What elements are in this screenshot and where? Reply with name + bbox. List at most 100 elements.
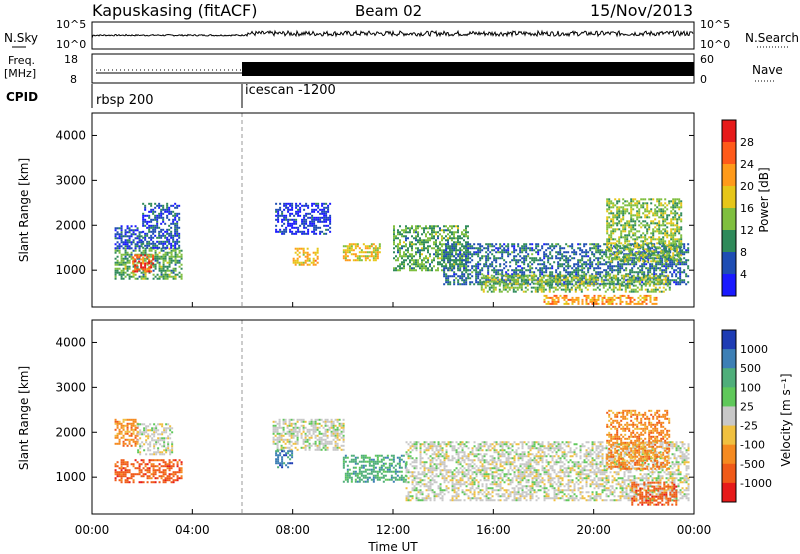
range-cell — [409, 265, 411, 268]
range-cell — [668, 280, 671, 283]
range-cell — [604, 276, 607, 279]
range-cell — [313, 222, 316, 225]
range-cell — [618, 240, 621, 243]
range-cell — [457, 237, 459, 240]
range-cell — [665, 245, 668, 248]
range-cell — [653, 257, 656, 260]
range-cell — [647, 271, 650, 274]
range-cell — [143, 449, 146, 452]
range-cell — [665, 275, 668, 278]
range-cell — [146, 256, 149, 259]
range-cell — [612, 202, 615, 205]
range-cell — [145, 425, 148, 428]
range-cell — [126, 259, 129, 262]
range-cell — [437, 261, 439, 264]
range-cell — [618, 222, 621, 225]
range-cell — [647, 277, 650, 280]
range-cell — [565, 261, 568, 264]
range-cell — [161, 453, 164, 456]
range-cell — [662, 236, 665, 239]
range-cell — [630, 224, 633, 227]
range-cell — [158, 459, 161, 462]
range-cell — [455, 257, 458, 260]
range-cell — [571, 245, 574, 248]
range-cell — [140, 262, 143, 265]
range-cell — [647, 259, 650, 262]
range-cell — [626, 282, 629, 285]
range-cell — [160, 477, 163, 480]
range-cell — [447, 253, 450, 256]
range-cell — [563, 298, 566, 301]
range-cell — [162, 265, 165, 268]
range-cell — [395, 259, 397, 262]
range-cell — [591, 247, 594, 250]
range-cell — [368, 255, 371, 258]
range-cell — [626, 204, 629, 207]
range-cell — [616, 222, 619, 225]
range-cell — [370, 243, 373, 246]
range-cell — [421, 261, 423, 264]
range-cell — [617, 263, 620, 266]
range-cell — [656, 224, 659, 227]
range-cell — [674, 234, 677, 237]
range-cell — [306, 255, 309, 258]
range-cell — [623, 263, 626, 266]
range-cell — [636, 246, 639, 249]
range-cell — [622, 212, 625, 215]
range-cell — [138, 241, 141, 244]
range-cell — [652, 254, 655, 257]
range-cell — [654, 250, 657, 253]
range-cell — [541, 263, 544, 266]
range-cell — [555, 271, 558, 274]
range-cell — [280, 438, 283, 441]
range-cell — [447, 239, 449, 242]
range-cell — [657, 275, 660, 278]
range-cell — [620, 236, 623, 239]
range-cell — [633, 281, 636, 284]
range-cell — [642, 236, 645, 239]
range-cell — [138, 471, 141, 474]
range-cell — [678, 218, 681, 221]
range-cell — [130, 233, 133, 236]
range-cell — [639, 294, 642, 297]
range-cell — [523, 247, 526, 250]
range-cell — [429, 245, 431, 248]
range-cell — [134, 247, 137, 250]
range-cell — [495, 271, 498, 274]
range-cell — [427, 251, 429, 254]
range-cell — [134, 436, 137, 439]
range-cell — [610, 218, 613, 221]
range-cell — [537, 263, 540, 266]
range-cell — [672, 252, 675, 255]
range-cell — [608, 234, 611, 237]
range-cell — [118, 235, 121, 238]
range-cell — [467, 245, 469, 248]
range-cell — [158, 481, 161, 484]
range-cell — [566, 284, 569, 287]
range-cell — [576, 278, 579, 281]
range-cell — [164, 208, 167, 211]
range-cell — [557, 263, 560, 266]
range-cell — [120, 225, 123, 228]
range-cell — [477, 251, 480, 254]
range-cell — [661, 249, 664, 252]
range-cell — [142, 271, 145, 274]
range-cell — [154, 234, 157, 237]
range-cell — [512, 286, 515, 289]
range-cell — [581, 267, 584, 270]
range-cell — [429, 253, 431, 256]
range-cell — [503, 259, 506, 262]
range-cell — [455, 277, 458, 280]
range-cell — [642, 244, 645, 247]
range-cell — [120, 229, 123, 232]
range-cell — [146, 467, 149, 470]
range-cell — [597, 273, 600, 276]
range-cell — [128, 247, 131, 250]
range-cell — [577, 263, 580, 266]
range-cell — [289, 212, 292, 215]
range-cell — [672, 242, 675, 245]
range-cell — [649, 296, 652, 299]
range-cell — [313, 216, 316, 219]
range-cell — [547, 243, 550, 246]
range-cell — [557, 296, 560, 299]
